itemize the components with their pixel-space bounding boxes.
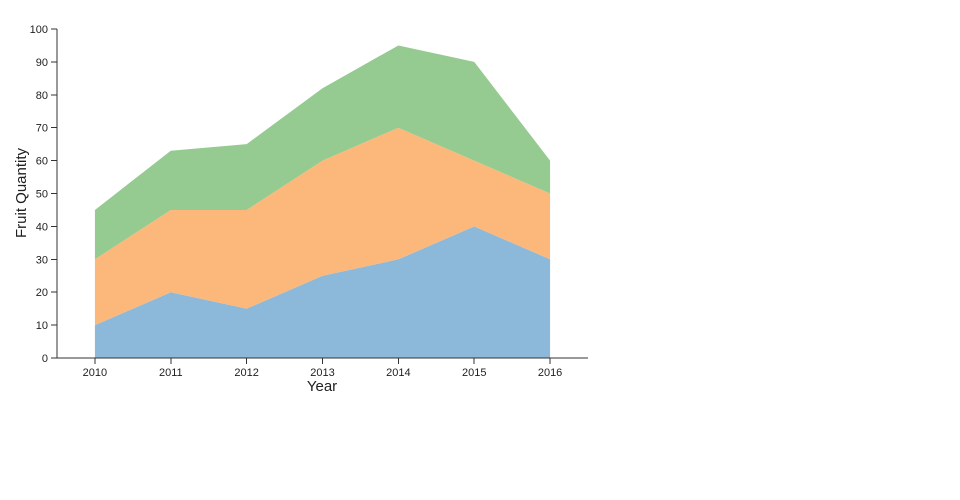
x-axis-tick-label: 2010 bbox=[83, 367, 107, 379]
y-axis-tick-label: 100 bbox=[30, 24, 48, 36]
x-axis-title: Year bbox=[307, 378, 337, 395]
x-axis-ticks: 2010 2011 2012 2013 2014 2015 2016 bbox=[83, 358, 562, 379]
y-axis-tick-label: 0 bbox=[42, 353, 48, 365]
x-axis-tick-label: 2012 bbox=[234, 367, 258, 379]
y-axis-tick-label: 20 bbox=[36, 287, 48, 299]
y-axis-tick-label: 80 bbox=[36, 90, 48, 102]
y-axis-tick-label: 30 bbox=[36, 254, 48, 266]
area-layer-middle-orange bbox=[94, 127, 551, 326]
y-axis-tick-label: 40 bbox=[36, 221, 48, 233]
y-axis-title: Fruit Quantity bbox=[13, 147, 30, 238]
x-axis-tick-label: 2015 bbox=[462, 367, 486, 379]
y-axis-tick-label: 90 bbox=[36, 57, 48, 69]
y-axis-ticks: 0 10 20 30 40 50 60 70 80 90 100 bbox=[30, 24, 57, 365]
y-axis-tick-label: 50 bbox=[36, 189, 48, 201]
y-axis-tick-label: 70 bbox=[36, 123, 48, 135]
y-axis-tick-label: 10 bbox=[36, 320, 48, 332]
area-layer-top-green bbox=[94, 45, 551, 260]
x-axis-tick-label: 2011 bbox=[159, 367, 183, 379]
area-layer-bottom-blue bbox=[94, 226, 551, 358]
x-axis-tick-label: 2014 bbox=[386, 367, 410, 379]
x-axis-tick-label: 2016 bbox=[538, 367, 562, 379]
area-layers bbox=[94, 45, 551, 358]
x-axis-tick-label: 2013 bbox=[310, 367, 334, 379]
y-axis-tick-label: 60 bbox=[36, 156, 48, 168]
